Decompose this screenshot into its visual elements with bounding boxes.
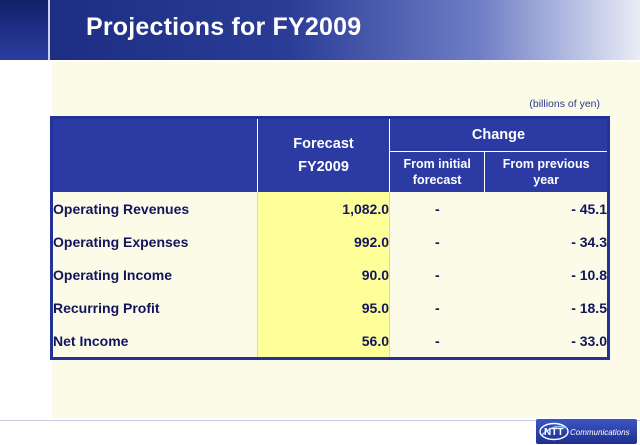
unit-note: (billions of yen)	[529, 98, 600, 110]
from-previous-value: - 10.8	[571, 266, 607, 283]
forecast-value: 1,082.0	[257, 192, 390, 225]
from-initial-header-line2: forecast	[412, 173, 462, 187]
forecast-value: 90.0	[257, 258, 390, 291]
forecast-header-line2: FY2009	[298, 158, 349, 175]
table-row: Operating Income 90.0 - - 10.8	[52, 258, 609, 291]
ntt-communications-logo: NTT Communications	[536, 419, 637, 444]
from-initial-header: From initial forecast	[389, 151, 486, 192]
from-previous-header: From previous year	[484, 151, 609, 192]
footer-divider	[0, 420, 640, 421]
row-label: Operating Revenues	[53, 200, 190, 217]
from-initial-value: -	[435, 200, 440, 217]
row-label: Operating Income	[53, 266, 173, 283]
change-header: Change	[389, 117, 609, 152]
from-initial-value: -	[435, 299, 440, 316]
from-initial-value: -	[435, 332, 440, 349]
from-previous-value: - 34.3	[571, 233, 607, 250]
title-stripe	[0, 0, 50, 60]
table-row: Operating Expenses 992.0 - - 34.3	[52, 225, 609, 258]
forecast-value: 56.0	[257, 324, 390, 359]
row-label: Operating Expenses	[53, 233, 189, 250]
table-row: Operating Revenues 1,082.0 - - 45.1	[52, 192, 609, 225]
row-label: Recurring Profit	[53, 299, 160, 316]
from-previous-header-line2: year	[533, 173, 559, 187]
from-initial-value: -	[435, 266, 440, 283]
from-previous-header-line1: From previous	[502, 157, 590, 171]
from-previous-value: - 18.5	[571, 299, 607, 316]
forecast-header: Forecast FY2009	[257, 117, 390, 192]
forecast-value: 992.0	[257, 225, 390, 258]
table-row: Net Income 56.0 - - 33.0	[52, 324, 609, 359]
table-row: Recurring Profit 95.0 - - 18.5	[52, 291, 609, 324]
ntt-logo-icon: NTT Communications	[539, 422, 630, 441]
corner-header	[51, 117, 258, 192]
from-initial-value: -	[435, 233, 440, 250]
logo-suffix-text: Communications	[570, 428, 630, 437]
from-initial-header-line1: From initial	[403, 157, 471, 171]
forecast-header-line1: Forecast	[293, 135, 354, 152]
logo-brand-text: NTT	[544, 427, 563, 438]
from-previous-value: - 45.1	[571, 200, 607, 217]
row-label: Net Income	[53, 332, 129, 349]
slide-title: Projections for FY2009	[86, 13, 362, 41]
projections-table: Forecast FY2009 Change From initial fore…	[50, 116, 610, 360]
from-previous-value: - 33.0	[571, 332, 607, 349]
title-bar: Projections for FY2009	[0, 0, 640, 60]
forecast-value: 95.0	[257, 291, 390, 324]
